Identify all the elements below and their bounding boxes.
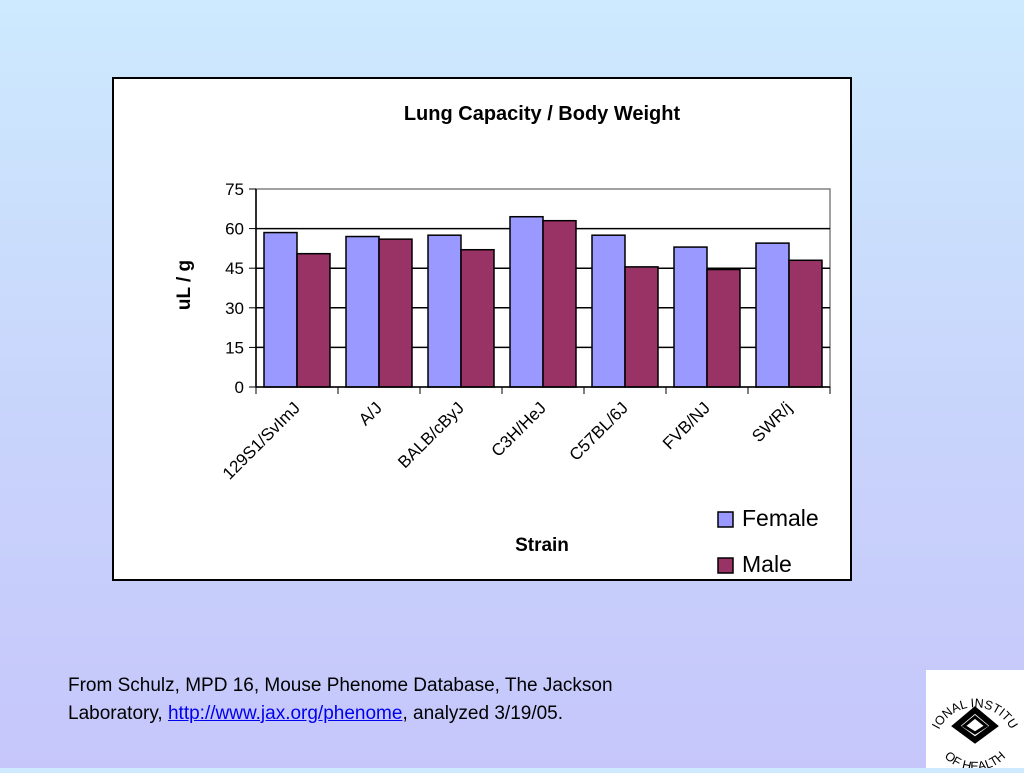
chart: Lung Capacity / Body Weight 01530456075 … bbox=[174, 103, 831, 577]
x-tick-label: A/J bbox=[355, 398, 386, 429]
legend: Female Male bbox=[717, 505, 819, 577]
logo-text-bottom: OF HEALTH bbox=[942, 749, 1008, 768]
y-tick-labels: 0 15 30 45 60 75 bbox=[225, 180, 244, 397]
chart-title: Lung Capacity / Body Weight bbox=[404, 103, 681, 125]
y-tick-label: 60 bbox=[225, 220, 244, 239]
y-tick-label: 0 bbox=[235, 378, 244, 397]
bar-male-0 bbox=[296, 252, 331, 388]
bars bbox=[263, 215, 823, 388]
x-tick-label: 129S1/SvImJ bbox=[219, 398, 304, 483]
bar-female-4 bbox=[591, 234, 626, 388]
y-tick-label: 75 bbox=[225, 180, 244, 199]
bar-male-3 bbox=[542, 219, 577, 388]
x-tick-label: FVB/NJ bbox=[659, 398, 714, 453]
x-tick-label: BALB/cByJ bbox=[394, 398, 468, 472]
axes bbox=[249, 188, 831, 394]
bar-male-6 bbox=[788, 259, 823, 388]
legend-swatch-male bbox=[717, 557, 734, 574]
bar-male-4 bbox=[624, 266, 659, 388]
x-tick-labels: 129S1/SvImJ A/J BALB/cByJ C3H/HeJ C57BL/6J FV… bbox=[219, 398, 796, 483]
bar-female-3 bbox=[509, 215, 544, 388]
logo-emblem bbox=[951, 706, 999, 744]
y-tick-label: 15 bbox=[225, 338, 244, 357]
y-tick-label: 45 bbox=[225, 259, 244, 278]
y-tick-label: 30 bbox=[225, 299, 244, 318]
x-axis-label: Strain bbox=[515, 535, 569, 556]
bar-female-2 bbox=[427, 234, 462, 388]
legend-swatch-female bbox=[717, 511, 734, 528]
x-tick-label: C57BL/6J bbox=[566, 398, 632, 464]
y-axis-label: uL / g bbox=[174, 260, 195, 310]
nih-logo-icon: NATIONAL INSTITUTES OF HEALTH bbox=[921, 659, 1020, 773]
bar-female-6 bbox=[755, 242, 790, 388]
phenome-link[interactable]: http://www.jax.org/phenome bbox=[167, 703, 403, 724]
bar-male-5 bbox=[706, 268, 741, 388]
citation-suffix: , analyzed 3/19/05. bbox=[402, 703, 564, 724]
bar-female-0 bbox=[263, 231, 298, 388]
nih-logo: NATIONAL INSTITUTES OF HEALTH bbox=[921, 659, 1024, 773]
legend-label-female: Female bbox=[742, 505, 819, 531]
bar-male-1 bbox=[378, 238, 413, 388]
x-tick-label: SWR/j bbox=[748, 398, 795, 445]
citation-line-1: From Schulz, MPD 16, Mouse Phenome Datab… bbox=[68, 675, 613, 696]
bar-male-2 bbox=[460, 248, 495, 388]
citation: From Schulz, MPD 16, Mouse Phenome Datab… bbox=[68, 672, 768, 728]
legend-label-male: Male bbox=[742, 551, 792, 577]
bar-female-1 bbox=[345, 235, 380, 388]
chart-frame: Lung Capacity / Body Weight 0 15 30 45 60 75 … bbox=[112, 77, 852, 581]
citation-prefix: Laboratory, bbox=[68, 703, 168, 724]
bar-female-5 bbox=[673, 246, 708, 388]
x-tick-label: C3H/HeJ bbox=[488, 398, 550, 460]
